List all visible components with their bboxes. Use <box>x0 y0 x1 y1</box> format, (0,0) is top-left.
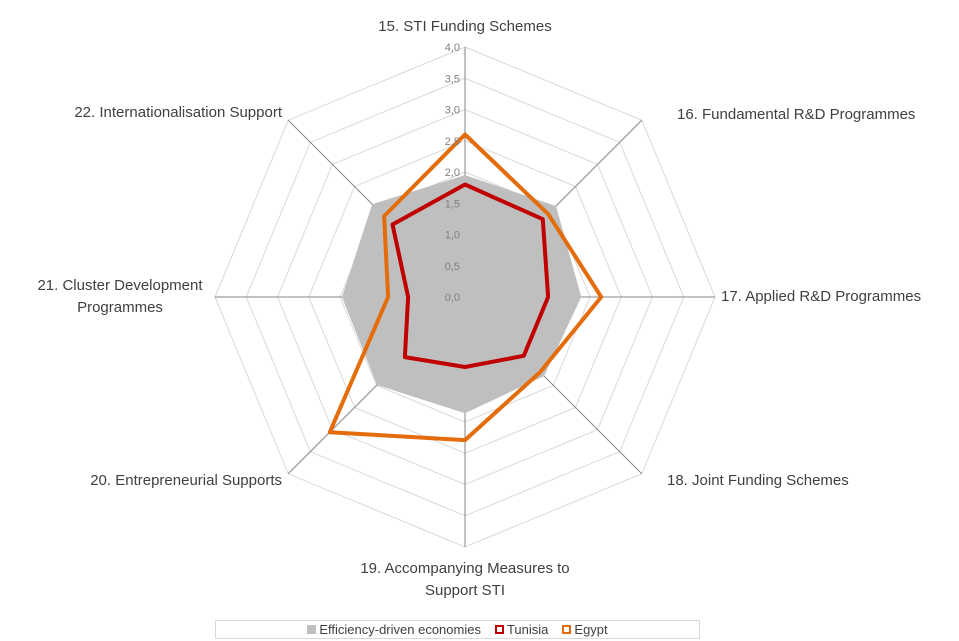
tick-label: 4,0 <box>445 42 460 54</box>
legend-swatch <box>307 625 317 634</box>
series-area <box>327 132 604 443</box>
tick-label: 1,0 <box>445 230 460 242</box>
category-label: 17. Applied R&D Programmes <box>721 288 922 305</box>
legend-swatch <box>562 625 572 634</box>
legend-item: Tunisia <box>494 622 549 637</box>
category-label: 18. Joint Funding Schemes <box>667 472 849 489</box>
legend-item: Egypt <box>562 622 608 637</box>
tick-label: 2,5 <box>445 136 460 148</box>
legend-swatch <box>494 625 504 634</box>
category-label: 21. Cluster Development Programmes <box>37 277 203 316</box>
category-label: 22. Internationalisation Support <box>74 104 282 121</box>
series-area <box>390 182 551 369</box>
category-label: 19. Accompanying Measures to Support STI <box>360 560 570 599</box>
legend-label: Egypt <box>574 622 608 637</box>
legend: Efficiency-driven economies Tunisia Egypt <box>215 620 700 639</box>
tick-label: 0,0 <box>445 292 460 304</box>
tick-label: 2,0 <box>445 167 460 179</box>
series-area <box>341 175 582 414</box>
category-label: 15. STI Funding Schemes <box>378 18 552 35</box>
tick-label: 0,5 <box>445 261 460 273</box>
tick-label: 3,5 <box>445 73 460 85</box>
category-label: 20. Entrepreneurial Supports <box>90 472 282 489</box>
tick-label: 3,0 <box>445 105 460 117</box>
category-label: 16. Fundamental R&D Programmes <box>677 106 916 123</box>
legend-item: Efficiency-driven economies <box>307 622 481 637</box>
legend-label: Tunisia <box>506 622 549 637</box>
legend-label: Efficiency-driven economies <box>319 622 481 637</box>
tick-label: 1,5 <box>445 198 460 210</box>
